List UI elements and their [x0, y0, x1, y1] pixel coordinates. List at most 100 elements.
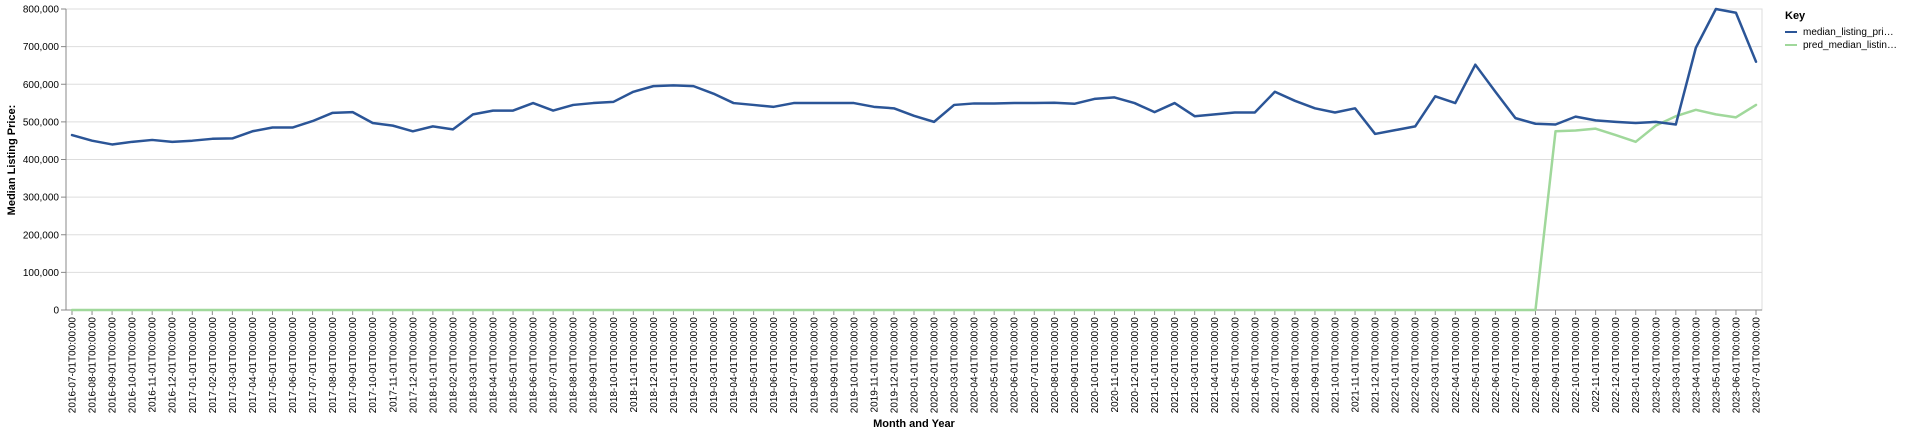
x-tick-label: 2017-02-01T00:00:00 [208, 317, 219, 414]
x-tick-label: 2021-10-01T00:00:00 [1331, 317, 1342, 414]
x-axis: 2016-07-01T00:00:00 2016-08-01T00:00:00 20… [66, 309, 1763, 414]
x-tick-label: 2021-03-01T00:00:00 [1190, 317, 1201, 414]
x-tick-label: 2022-11-01T00:00:00 [1591, 317, 1602, 413]
x-tick-label: 2021-04-01T00:00:00 [1210, 317, 1221, 414]
x-tick-label: 2021-06-01T00:00:00 [1250, 317, 1261, 414]
x-tick-label: 2022-03-01T00:00:00 [1431, 317, 1442, 414]
x-tick-label: 2017-06-01T00:00:00 [288, 317, 299, 414]
x-tick-label: 2016-12-01T00:00:00 [168, 317, 179, 414]
series-lines [70, 7, 1758, 312]
x-tick-label: 2016-08-01T00:00:00 [88, 317, 99, 414]
x-tick-label: 2018-04-01T00:00:00 [489, 317, 500, 414]
x-tick-label: 2021-02-01T00:00:00 [1170, 317, 1181, 414]
x-tick-label: 2019-02-01T00:00:00 [689, 317, 700, 414]
x-tick-label: 2018-11-01T00:00:00 [629, 317, 640, 413]
x-tick-label: 2021-01-01T00:00:00 [1150, 317, 1161, 414]
y-tick-label: 300,000 [23, 193, 60, 204]
x-tick-label: 2020-06-01T00:00:00 [1010, 317, 1021, 414]
x-tick-label: 2018-03-01T00:00:00 [468, 317, 479, 414]
y-tick-label: 0 [53, 306, 59, 317]
x-tick-label: 2019-05-01T00:00:00 [749, 317, 760, 414]
x-tick-label: 2023-05-01T00:00:00 [1711, 317, 1722, 414]
x-tick-label: 2020-02-01T00:00:00 [930, 317, 941, 414]
x-tick-label: 2019-06-01T00:00:00 [769, 317, 780, 414]
x-tick-label: 2022-12-01T00:00:00 [1611, 317, 1622, 414]
x-tick-label: 2017-10-01T00:00:00 [368, 317, 379, 414]
legend: Key median_listing_pri… pred_median_list… [1785, 10, 1897, 51]
x-tick-label: 2021-07-01T00:00:00 [1270, 317, 1281, 414]
x-tick-label: 2023-06-01T00:00:00 [1731, 317, 1742, 414]
x-tick-label: 2020-07-01T00:00:00 [1030, 317, 1041, 414]
x-tick-label: 2022-01-01T00:00:00 [1391, 317, 1402, 414]
x-tick-label: 2017-12-01T00:00:00 [408, 317, 419, 414]
x-tick-label: 2019-07-01T00:00:00 [789, 317, 800, 414]
x-tick-label: 2017-08-01T00:00:00 [328, 317, 339, 414]
x-tick-label: 2017-11-01T00:00:00 [388, 317, 399, 413]
x-tick-label: 2017-04-01T00:00:00 [248, 317, 259, 414]
x-tick-label: 2019-08-01T00:00:00 [809, 317, 820, 414]
y-tick-label: 200,000 [23, 230, 60, 241]
x-tick-label: 2017-09-01T00:00:00 [348, 317, 359, 414]
y-tick-label: 400,000 [23, 155, 60, 166]
x-tick-label: 2022-06-01T00:00:00 [1491, 317, 1502, 414]
x-tick-label: 2022-02-01T00:00:00 [1411, 317, 1422, 414]
legend-title: Key [1785, 10, 1806, 22]
x-tick-label: 2020-04-01T00:00:00 [970, 317, 981, 414]
x-tick-label: 2021-09-01T00:00:00 [1310, 317, 1321, 414]
x-tick-label: 2020-01-01T00:00:00 [910, 317, 921, 414]
x-tick-label: 2019-04-01T00:00:00 [729, 317, 740, 414]
legend-label-pred: pred_median_listin… [1803, 40, 1897, 51]
x-tick-label: 2018-10-01T00:00:00 [609, 317, 620, 414]
x-tick-label: 2021-12-01T00:00:00 [1371, 317, 1382, 414]
x-tick-label: 2021-05-01T00:00:00 [1230, 317, 1241, 414]
x-tick-label: 2016-09-01T00:00:00 [108, 317, 119, 414]
x-tick-label: 2018-06-01T00:00:00 [529, 317, 540, 414]
x-tick-label: 2016-10-01T00:00:00 [128, 317, 139, 414]
x-tick-label: 2016-11-01T00:00:00 [148, 317, 159, 413]
x-tick-label: 2017-03-01T00:00:00 [228, 317, 239, 414]
x-tick-label: 2018-08-01T00:00:00 [569, 317, 580, 414]
x-axis-title: Month and Year [873, 418, 955, 430]
x-tick-label: 2019-10-01T00:00:00 [849, 317, 860, 414]
x-tick-label: 2022-05-01T00:00:00 [1471, 317, 1482, 414]
x-tick-label: 2020-05-01T00:00:00 [990, 317, 1001, 414]
x-tick-label: 2019-03-01T00:00:00 [709, 317, 720, 414]
x-tick-label: 2019-11-01T00:00:00 [869, 317, 880, 413]
x-tick-label: 2018-07-01T00:00:00 [549, 317, 560, 414]
x-tick-label: 2022-07-01T00:00:00 [1511, 317, 1522, 414]
x-tick-label: 2022-08-01T00:00:00 [1531, 317, 1542, 414]
y-tick-label: 600,000 [23, 80, 60, 91]
x-tick-label: 2019-12-01T00:00:00 [889, 317, 900, 414]
x-tick-label: 2022-09-01T00:00:00 [1551, 317, 1562, 414]
x-tick-label: 2023-04-01T00:00:00 [1691, 317, 1702, 414]
x-tick-label: 2023-02-01T00:00:00 [1651, 317, 1662, 414]
x-tick-label: 2020-09-01T00:00:00 [1070, 317, 1081, 414]
x-tick-label: 2018-02-01T00:00:00 [448, 317, 459, 414]
x-tick-label: 2019-09-01T00:00:00 [829, 317, 840, 414]
x-tick-label: 2020-03-01T00:00:00 [950, 317, 961, 414]
x-tick-label: 2023-03-01T00:00:00 [1671, 317, 1682, 414]
y-tick-label: 800,000 [23, 5, 60, 16]
series-line-pred-median-listing-price [70, 103, 1758, 312]
series-line-median-listing-price [70, 7, 1758, 146]
x-tick-label: 2021-11-01T00:00:00 [1351, 317, 1362, 413]
grid [66, 8, 1762, 311]
y-tick-label: 500,000 [23, 117, 60, 128]
y-tick-label: 700,000 [23, 42, 60, 53]
x-tick-label: 2021-08-01T00:00:00 [1290, 317, 1301, 414]
y-tick-label: 100,000 [23, 268, 60, 279]
y-axis: 0 100,000 200,000 300,000 400,000 500,000 600,… [23, 5, 67, 317]
legend-label-median: median_listing_pri… [1803, 27, 1894, 38]
x-tick-label: 2022-04-01T00:00:00 [1451, 317, 1462, 414]
x-tick-label: 2017-05-01T00:00:00 [268, 317, 279, 414]
x-tick-label: 2023-07-01T00:00:00 [1752, 317, 1763, 414]
x-tick-label: 2017-07-01T00:00:00 [308, 317, 319, 414]
x-tick-label: 2020-10-01T00:00:00 [1090, 317, 1101, 414]
x-tick-label: 2020-12-01T00:00:00 [1130, 317, 1141, 414]
x-tick-label: 2018-09-01T00:00:00 [589, 317, 600, 414]
x-tick-label: 2018-01-01T00:00:00 [428, 317, 439, 414]
x-tick-label: 2020-08-01T00:00:00 [1050, 317, 1061, 414]
x-tick-label: 2016-07-01T00:00:00 [68, 317, 79, 414]
y-axis-title: Median Listing Price: [6, 105, 18, 216]
